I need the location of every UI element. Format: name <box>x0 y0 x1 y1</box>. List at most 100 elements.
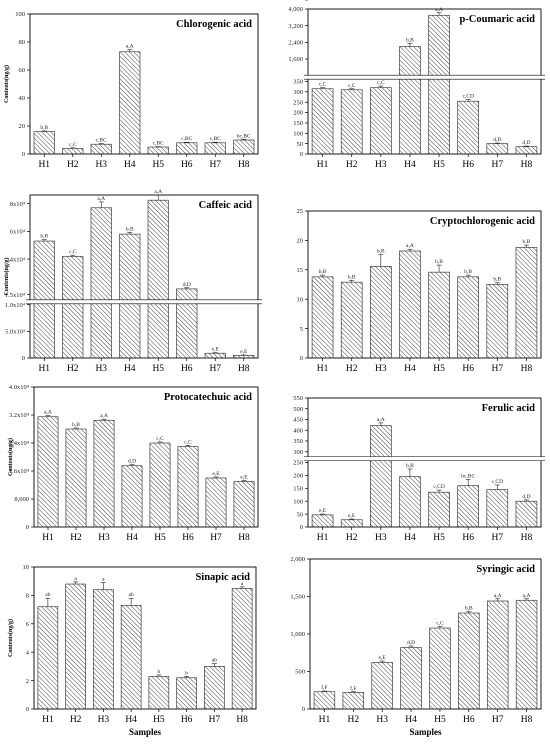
y-tick-label: 1,500 <box>290 594 305 601</box>
chart-panel-8: 0 500 1,000 1,500 2,000 f,F H1 f,F H2 e,E H3 d,D H4 c… <box>290 556 542 737</box>
y-tick-label: 400 <box>293 427 303 434</box>
significance-label: bc,BC <box>237 133 251 139</box>
significance-label: a,A <box>406 243 414 249</box>
x-tick-label: H5 <box>152 364 164 374</box>
significance-label: b,B <box>493 277 501 283</box>
bar-H3 <box>370 425 392 528</box>
significance-label: e,E <box>240 474 248 480</box>
x-tick-label: H7 <box>492 533 504 543</box>
x-tick-label: H4 <box>124 160 136 170</box>
bar-H1 <box>37 606 59 710</box>
y-tick-label: 2 <box>26 678 29 685</box>
significance-label: b,B <box>377 249 385 255</box>
significance-label: a <box>74 576 77 582</box>
significance-label: a,A <box>494 593 502 599</box>
bar-H4 <box>400 647 422 710</box>
bar-H6 <box>457 276 479 359</box>
y-tick-label: 25 <box>297 208 304 215</box>
significance-label: b,B <box>40 125 48 131</box>
bar-H8 <box>231 587 253 710</box>
significance-label: c,CD <box>492 479 503 485</box>
bar-H3 <box>90 143 112 155</box>
x-tick-label: H7 <box>492 160 504 170</box>
x-tick-label: H5 <box>153 715 165 725</box>
y-tick-label: 150 <box>293 120 303 127</box>
significance-label: ab <box>212 658 217 664</box>
bar-H2 <box>340 89 363 155</box>
x-tick-label: H7 <box>492 715 504 725</box>
bar-H7 <box>486 600 509 710</box>
significance-label: f,F <box>321 684 327 691</box>
significance-label: c,C <box>348 83 356 89</box>
x-tick-label: H8 <box>238 533 250 543</box>
bar-H3 <box>93 589 114 710</box>
significance-label: a,A <box>126 44 134 50</box>
x-tick-label: H7 <box>209 160 221 170</box>
x-tick-label: H4 <box>404 160 416 170</box>
y-tick-label: 50 <box>297 511 304 518</box>
bar-H5 <box>429 627 451 710</box>
chart-title: Protocatechuic acid <box>164 392 252 403</box>
y-axis-label: Contents(ng/g) <box>3 257 10 295</box>
y-tick-label: 50 <box>297 141 304 148</box>
bar-H3 <box>93 419 115 528</box>
y-tick-label: 450 <box>293 417 303 424</box>
axis-break-gap <box>305 75 544 80</box>
significance-label: b,B <box>319 269 327 275</box>
chart-panel-4: 0 5 10 15 20 25 b,B H1 b,B H2 b,B H3 a,A H4 b,B H5 b,B H6… <box>297 208 542 374</box>
x-tick-label: H2 <box>348 715 360 725</box>
significance-label: d,D <box>522 140 530 146</box>
y-tick-label: 1,000 <box>290 631 305 638</box>
significance-label: c,BC <box>181 136 192 142</box>
axis-break-gap <box>305 456 544 461</box>
y-tick-label: 100 <box>293 130 303 137</box>
significance-label: a,A <box>100 413 108 419</box>
x-tick-label: H2 <box>346 533 358 543</box>
x-tick-label: H3 <box>375 160 387 170</box>
x-axis-label: Samples <box>409 727 442 737</box>
significance-label: d,D <box>183 282 191 288</box>
y-tick-label: 4x10⁴ <box>10 256 26 263</box>
y-tick-label: 4,000 <box>288 6 303 13</box>
y-tick-label: 2,000 <box>290 556 305 563</box>
significance-label: e,E <box>379 655 387 661</box>
y-tick-label: 300 <box>293 89 303 96</box>
chart-panel-7: 0 2 4 6 8 10 ab H1 a H2 a H3 ab H4 b H5 b H6 ab H7 a H8 Sinapi… <box>7 564 257 737</box>
significance-label: b,B <box>464 269 472 275</box>
y-tick-label: 500 <box>295 669 305 676</box>
x-tick-label: H8 <box>238 364 250 374</box>
significance-label: b,B <box>523 239 531 245</box>
x-tick-label: H4 <box>405 715 417 725</box>
significance-label: e,E <box>212 471 220 477</box>
bar-H7 <box>204 666 225 710</box>
bar-H7 <box>486 284 509 359</box>
significance-label: b,B <box>126 226 134 232</box>
significance-label: c,CD <box>433 484 444 490</box>
y-tick-label: 6x10⁴ <box>10 229 26 236</box>
bar-H2 <box>342 692 365 710</box>
x-tick-label: H1 <box>317 160 329 170</box>
bar-H5 <box>428 491 450 528</box>
bar-H8 <box>233 355 255 359</box>
bar-H7 <box>486 143 509 155</box>
y-tick-label: 2.4x10⁴ <box>9 440 30 447</box>
x-tick-label: H2 <box>67 364 79 374</box>
y-tick-label: 0 <box>300 151 303 158</box>
significance-label: c,C <box>69 142 77 148</box>
significance-label: bc,BC <box>461 473 475 479</box>
plot-frame <box>29 194 259 359</box>
significance-label: d,D <box>128 459 136 465</box>
x-tick-label: H1 <box>38 160 50 170</box>
x-tick-label: H7 <box>210 533 222 543</box>
y-tick-label: 5.0x10³ <box>5 329 25 336</box>
y-tick-label: 10 <box>297 296 304 303</box>
x-tick-label: H1 <box>42 533 54 543</box>
y-tick-label: 0 <box>22 355 25 362</box>
y-tick-label: 0 <box>26 706 29 713</box>
significance-label: c,BC <box>210 136 221 142</box>
x-tick-label: H8 <box>238 160 250 170</box>
x-tick-label: H3 <box>95 160 107 170</box>
x-axis-label: Samples <box>129 727 162 737</box>
x-tick-label: H3 <box>95 364 107 374</box>
